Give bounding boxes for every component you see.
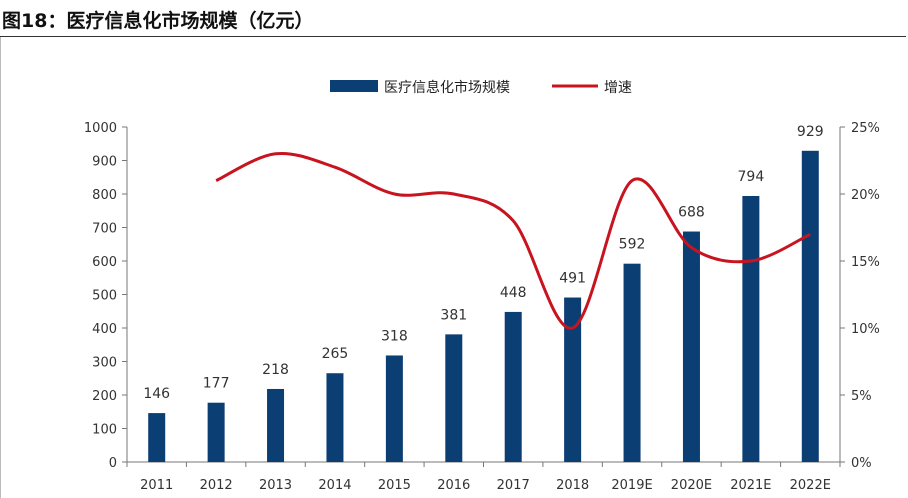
bar	[267, 388, 285, 462]
y-tick-left-label: 400	[92, 322, 117, 337]
axes: 0 100 200 300 400 500 600 700 800 900 1000 0% 5% 10% 1…	[84, 121, 880, 493]
y-tick-left-label: 300	[92, 356, 117, 371]
bar	[385, 355, 403, 462]
frame-left-border	[0, 37, 1, 498]
bar-value-label: 177	[203, 376, 230, 392]
bar-value-label: 381	[440, 307, 467, 323]
x-tick-label: 2021E	[730, 478, 771, 493]
bar-value-label: 218	[262, 362, 289, 378]
y-tick-left-label: 600	[92, 255, 117, 270]
x-tick-label: 2017	[497, 478, 530, 493]
y-tick-right-label: 25%	[851, 121, 880, 136]
bar	[682, 231, 700, 462]
y-tick-left-label: 900	[92, 155, 117, 170]
title-rule	[0, 36, 906, 37]
legend-bar-label: 医疗信息化市场规模	[384, 79, 510, 96]
bar-value-label: 318	[381, 328, 408, 344]
bar	[623, 263, 641, 462]
bar-value-label: 491	[559, 271, 586, 287]
x-tick-label: 2012	[200, 478, 233, 493]
x-tick-label: 2020E	[671, 478, 712, 493]
y-tick-left-label: 200	[92, 389, 117, 404]
x-tick-label: 2019E	[611, 478, 652, 493]
y-tick-right-label: 10%	[851, 322, 880, 337]
bar-value-label: 794	[738, 169, 765, 185]
x-tick-label: 2022E	[790, 478, 831, 493]
x-tick-label: 2016	[437, 478, 470, 493]
bar-series	[148, 150, 819, 462]
y-tick-left-label: 0	[109, 456, 117, 471]
bar-value-label: 929	[797, 124, 824, 140]
bar	[207, 402, 225, 462]
y-tick-right-label: 0%	[851, 456, 872, 471]
y-tick-right-label: 20%	[851, 188, 880, 203]
y-tick-left-label: 1000	[84, 121, 117, 136]
header: 图18：医疗信息化市场规模（亿元）	[0, 0, 908, 40]
bar	[504, 311, 522, 462]
bar	[326, 373, 344, 462]
x-tick-label: 2018	[556, 478, 589, 493]
legend-bar-swatch	[330, 80, 378, 92]
x-tick-label: 2013	[259, 478, 292, 493]
x-tick-label: 2011	[140, 478, 173, 493]
bar-value-label: 265	[322, 346, 349, 362]
bar-value-label: 592	[619, 237, 646, 253]
bar-value-label: 688	[678, 205, 705, 221]
bar-value-label: 146	[143, 386, 170, 402]
bar	[148, 413, 166, 462]
growth-line	[215, 151, 811, 330]
legend: 医疗信息化市场规模 增速	[330, 79, 632, 96]
y-tick-left-label: 500	[92, 289, 117, 304]
page-title: 图18：医疗信息化市场规模（亿元）	[2, 10, 314, 32]
bar	[801, 150, 819, 462]
bar	[742, 196, 760, 462]
y-tick-left-label: 700	[92, 222, 117, 237]
bar-value-label: 448	[500, 285, 527, 301]
y-tick-right-label: 15%	[851, 255, 880, 270]
x-tick-label: 2015	[378, 478, 411, 493]
bar-data-labels: 146 177 218 265 318 381 448 491 592 688 794 929	[143, 124, 823, 402]
y-tick-left-label: 100	[92, 423, 117, 438]
bar	[445, 334, 463, 462]
y-tick-right-label: 5%	[851, 389, 872, 404]
growth-line-series	[215, 151, 811, 330]
bar	[564, 297, 582, 462]
legend-line-label: 增速	[604, 80, 632, 96]
x-tick-label: 2014	[318, 478, 351, 493]
y-tick-left-label: 800	[92, 188, 117, 203]
